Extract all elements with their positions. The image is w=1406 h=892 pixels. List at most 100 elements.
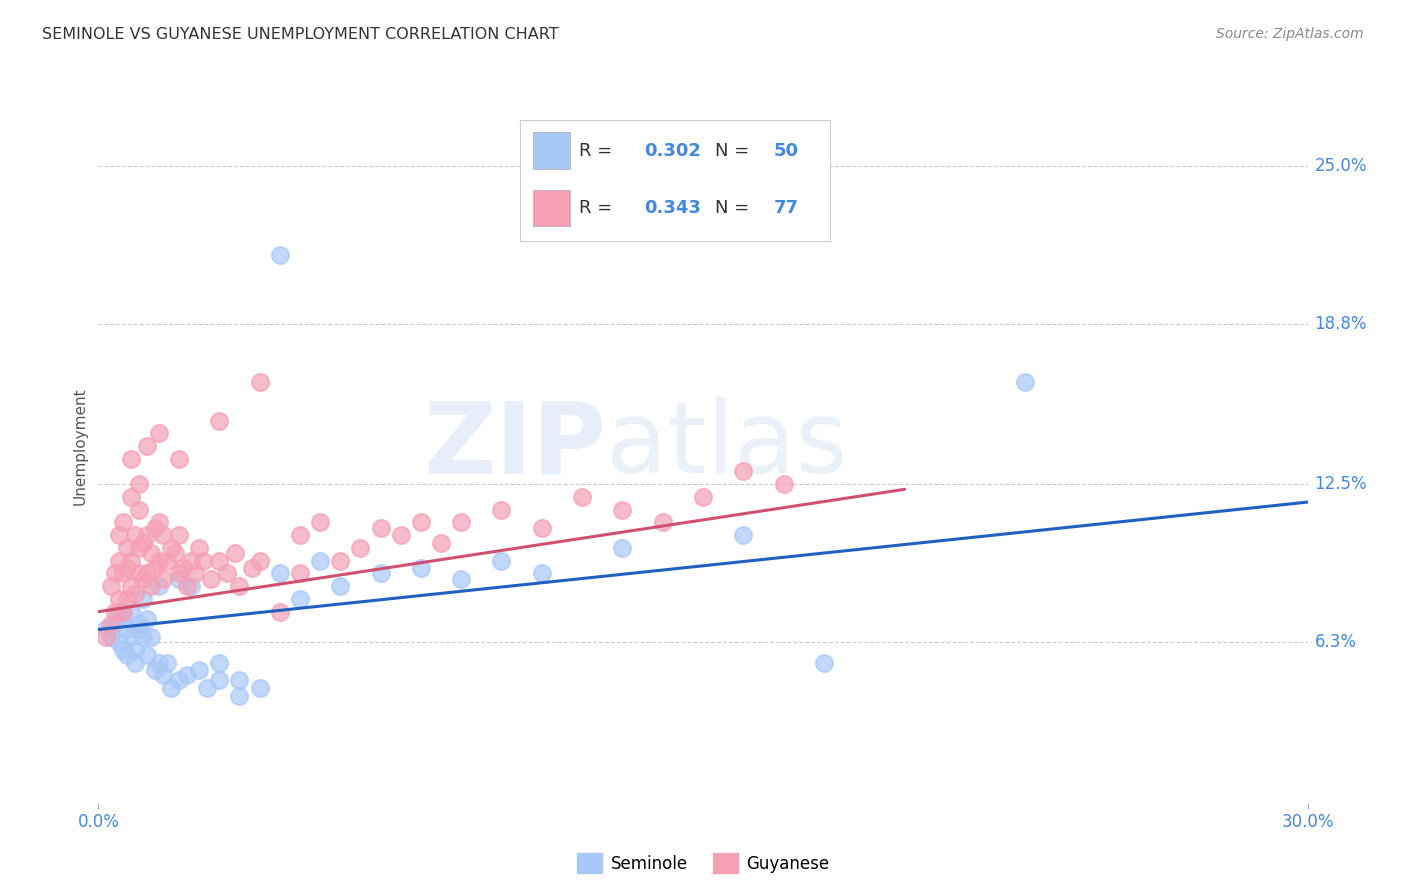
Point [450, 516, 472, 530]
Point [156, 554, 179, 568]
Point [329, 554, 352, 568]
Point [124, 528, 146, 542]
Text: N =: N = [716, 199, 755, 218]
Point [115, 561, 138, 575]
Point [132, 591, 155, 606]
Point [96, 623, 118, 637]
Text: N =: N = [716, 142, 755, 160]
Point [288, 591, 311, 606]
Point [370, 566, 392, 581]
Point [148, 579, 170, 593]
Point [208, 673, 231, 688]
Point [249, 554, 271, 568]
Text: 12.5%: 12.5% [1315, 475, 1367, 493]
Point [249, 681, 271, 695]
Point [120, 630, 142, 644]
Point [132, 572, 155, 586]
Point [148, 426, 170, 441]
Point [124, 587, 146, 601]
Point [100, 579, 122, 593]
Point [309, 516, 332, 530]
Point [188, 541, 211, 555]
Text: ZIP: ZIP [423, 398, 606, 494]
Point [249, 376, 271, 390]
Point [571, 490, 593, 504]
Point [103, 617, 125, 632]
Point [309, 554, 332, 568]
Point [160, 541, 183, 555]
Point [107, 591, 129, 606]
Bar [533, 132, 569, 169]
Point [103, 566, 125, 581]
Point [184, 566, 207, 581]
Point [135, 528, 157, 542]
Point [188, 663, 211, 677]
Point [651, 516, 673, 530]
Point [240, 561, 263, 575]
Text: 18.8%: 18.8% [1315, 315, 1367, 333]
Point [128, 566, 150, 581]
Point [772, 477, 794, 491]
Point [217, 566, 239, 581]
Point [172, 561, 194, 575]
Point [180, 554, 202, 568]
Point [176, 579, 198, 593]
Point [329, 579, 352, 593]
Point [167, 572, 190, 586]
Point [491, 554, 513, 568]
Point [180, 579, 202, 593]
Point [96, 630, 118, 644]
Point [100, 617, 122, 632]
Point [733, 465, 755, 479]
Point [193, 554, 215, 568]
Point [107, 528, 129, 542]
Point [120, 579, 142, 593]
Point [228, 673, 250, 688]
Point [148, 656, 170, 670]
Point [128, 617, 150, 632]
Point [530, 566, 553, 581]
Point [120, 451, 142, 466]
Point [224, 546, 246, 560]
Point [124, 643, 146, 657]
Point [128, 477, 150, 491]
Point [167, 566, 190, 581]
Point [100, 630, 122, 644]
Y-axis label: Unemployment: Unemployment [72, 387, 87, 505]
Point [111, 605, 134, 619]
Point [120, 554, 142, 568]
Point [115, 591, 138, 606]
Point [152, 528, 174, 542]
Point [103, 605, 125, 619]
Point [143, 520, 166, 534]
Point [111, 643, 134, 657]
Point [132, 536, 155, 550]
Text: 0.343: 0.343 [644, 199, 700, 218]
Point [733, 528, 755, 542]
Point [135, 648, 157, 662]
Point [107, 554, 129, 568]
Point [115, 541, 138, 555]
Point [120, 490, 142, 504]
Point [692, 490, 714, 504]
Point [135, 612, 157, 626]
Point [163, 546, 186, 560]
Point [115, 648, 138, 662]
Point [612, 541, 634, 555]
Point [228, 689, 250, 703]
Point [430, 536, 453, 550]
Point [195, 681, 218, 695]
Point [370, 520, 392, 534]
Point [208, 554, 231, 568]
Point [120, 605, 142, 619]
Text: 77: 77 [773, 199, 799, 218]
Point [156, 656, 179, 670]
Text: atlas: atlas [606, 398, 848, 494]
Point [124, 656, 146, 670]
Point [167, 528, 190, 542]
Text: 50: 50 [773, 142, 799, 160]
Point [450, 572, 472, 586]
Point [132, 630, 155, 644]
Point [269, 248, 291, 262]
Point [107, 605, 129, 619]
